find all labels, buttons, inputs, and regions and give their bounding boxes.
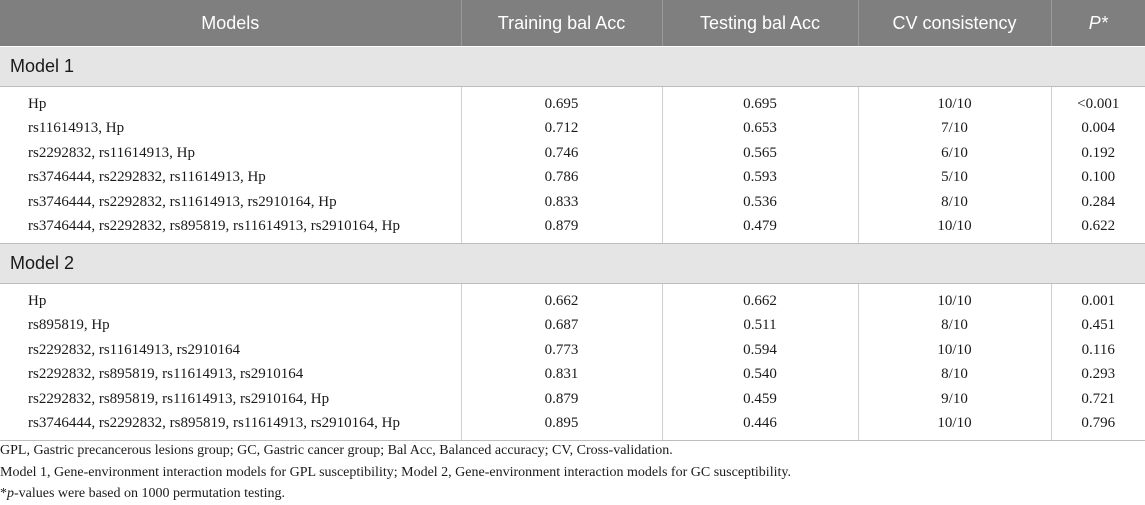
cell-testing-bal-acc: 0.540	[661, 362, 858, 387]
cell-cv-consistency: 7/10	[857, 116, 1051, 141]
cell-training-bal-acc: 0.695	[460, 86, 662, 117]
cell-training-bal-acc: 0.831	[460, 362, 662, 387]
table-row: rs11614913, Hp 0.712 0.653 7/10 0.004	[0, 116, 1145, 141]
cell-model: rs3746444, rs2292832, rs11614913, rs2910…	[28, 193, 337, 210]
cell-testing-bal-acc: 0.511	[661, 313, 858, 338]
cell-cv-consistency: 8/10	[857, 313, 1051, 338]
cell-training-bal-acc: 0.895	[460, 411, 662, 441]
cell-model: rs3746444, rs2292832, rs11614913, Hp	[28, 169, 266, 186]
cell-model: Hp	[28, 292, 47, 309]
cell-cv-consistency: 5/10	[857, 165, 1051, 190]
cell-cv-consistency: 6/10	[857, 141, 1051, 166]
cell-testing-bal-acc: 0.536	[661, 190, 858, 215]
footnote-p: p	[7, 486, 14, 501]
cell-model: rs2292832, rs895819, rs11614913, rs29101…	[28, 366, 304, 383]
cell-testing-bal-acc: 0.479	[661, 214, 858, 244]
cell-training-bal-acc: 0.687	[460, 313, 662, 338]
cell-testing-bal-acc: 0.565	[661, 141, 858, 166]
cell-p-value: 0.451	[1050, 313, 1145, 338]
section-title: Model 1	[0, 46, 1145, 87]
cell-p-value: 0.100	[1050, 165, 1145, 190]
header-testing-bal-acc: Testing bal Acc	[661, 0, 858, 47]
cell-testing-bal-acc: 0.695	[661, 86, 858, 117]
table-row: Hp 0.695 0.695 10/10 <0.001	[0, 86, 1145, 117]
cell-model: Hp	[28, 95, 47, 112]
footnote-pvalue-text: -values were based on 1000 permutation t…	[14, 486, 285, 501]
cell-model: rs3746444, rs2292832, rs895819, rs116149…	[0, 411, 461, 441]
footnote-models: Model 1, Gene-environment interaction mo…	[0, 464, 791, 480]
table-row: Hp 0.662 0.662 10/10 0.001	[0, 283, 1145, 314]
results-table: Models Training bal Acc Testing bal Acc …	[0, 0, 1145, 441]
table-row: rs2292832, rs895819, rs11614913, rs29101…	[0, 387, 1145, 412]
cell-training-bal-acc: 0.879	[460, 214, 662, 244]
table-row: rs895819, Hp 0.687 0.511 8/10 0.451	[0, 313, 1145, 338]
cell-cv-consistency: 10/10	[857, 411, 1051, 441]
cell-p-value: <0.001	[1050, 86, 1145, 117]
footnotes: GPL, Gastric precancerous lesions group;…	[0, 440, 1145, 505]
cell-testing-bal-acc: 0.459	[661, 387, 858, 412]
cell-cv-consistency: 8/10	[857, 362, 1051, 387]
footnote-mark: *	[0, 486, 7, 501]
header-training-bal-acc: Training bal Acc	[460, 0, 662, 47]
cell-p-value: 0.192	[1050, 141, 1145, 166]
footnote-abbreviations: GPL, Gastric precancerous lesions group;…	[0, 443, 673, 458]
section-row: Model 1	[0, 46, 1145, 87]
cell-training-bal-acc: 0.662	[460, 283, 662, 314]
cell-cv-consistency: 10/10	[857, 283, 1051, 314]
table-row: rs3746444, rs2292832, rs11614913, rs2910…	[0, 190, 1145, 215]
cell-cv-consistency: 10/10	[857, 86, 1051, 117]
cell-model: rs2292832, rs11614913, Hp	[28, 144, 195, 161]
header-p-value: P*	[1050, 0, 1145, 47]
cell-p-value: 0.116	[1050, 338, 1145, 363]
cell-cv-consistency: 9/10	[857, 387, 1051, 412]
cell-cv-consistency: 8/10	[857, 190, 1051, 215]
section-row: Model 2	[0, 243, 1145, 284]
cell-testing-bal-acc: 0.593	[661, 165, 858, 190]
table-row: rs2292832, rs11614913, Hp 0.746 0.565 6/10 0…	[0, 141, 1145, 166]
cell-p-value: 0.001	[1050, 283, 1145, 314]
cell-p-value: 0.721	[1050, 387, 1145, 412]
cell-cv-consistency: 10/10	[857, 338, 1051, 363]
cell-p-value: 0.004	[1050, 116, 1145, 141]
table-row: rs2292832, rs895819, rs11614913, rs29101…	[0, 362, 1145, 387]
cell-training-bal-acc: 0.746	[460, 141, 662, 166]
section-title: Model 2	[0, 243, 1145, 284]
cell-model: rs2292832, rs11614913, rs2910164	[28, 341, 240, 358]
cell-model: rs895819, Hp	[28, 317, 110, 334]
header-models: Models	[0, 0, 461, 47]
table-row: rs2292832, rs11614913, rs2910164 0.773 0.5…	[0, 338, 1145, 363]
cell-cv-consistency: 10/10	[857, 214, 1051, 244]
cell-p-value: 0.796	[1050, 411, 1145, 441]
cell-p-value: 0.284	[1050, 190, 1145, 215]
footnote-pvalue: *p-values were based on 1000 permutation…	[0, 483, 1145, 505]
cell-training-bal-acc: 0.833	[460, 190, 662, 215]
cell-testing-bal-acc: 0.653	[661, 116, 858, 141]
table-row: rs3746444, rs2292832, rs11614913, Hp 0.78…	[0, 165, 1145, 190]
cell-model: rs11614913, Hp	[28, 120, 125, 137]
header-cv-consistency: CV consistency	[857, 0, 1051, 47]
cell-model: rs3746444, rs2292832, rs895819, rs116149…	[0, 214, 461, 244]
cell-testing-bal-acc: 0.446	[661, 411, 858, 441]
table-row: rs3746444, rs2292832, rs895819, rs116149…	[0, 411, 1145, 441]
cell-training-bal-acc: 0.879	[460, 387, 662, 412]
table-body: Model 1 Hp 0.695 0.695 10/10 <0.001 rs11614913…	[0, 46, 1145, 441]
table-row: rs3746444, rs2292832, rs895819, rs116149…	[0, 214, 1145, 244]
cell-testing-bal-acc: 0.662	[661, 283, 858, 314]
cell-p-value: 0.293	[1050, 362, 1145, 387]
cell-testing-bal-acc: 0.594	[661, 338, 858, 363]
cell-p-value: 0.622	[1050, 214, 1145, 244]
header-p-label: P*	[1088, 12, 1108, 33]
cell-training-bal-acc: 0.773	[460, 338, 662, 363]
cell-model: rs2292832, rs895819, rs11614913, rs29101…	[28, 390, 330, 407]
header-row: Models Training bal Acc Testing bal Acc …	[0, 0, 1145, 47]
cell-training-bal-acc: 0.712	[460, 116, 662, 141]
cell-training-bal-acc: 0.786	[460, 165, 662, 190]
